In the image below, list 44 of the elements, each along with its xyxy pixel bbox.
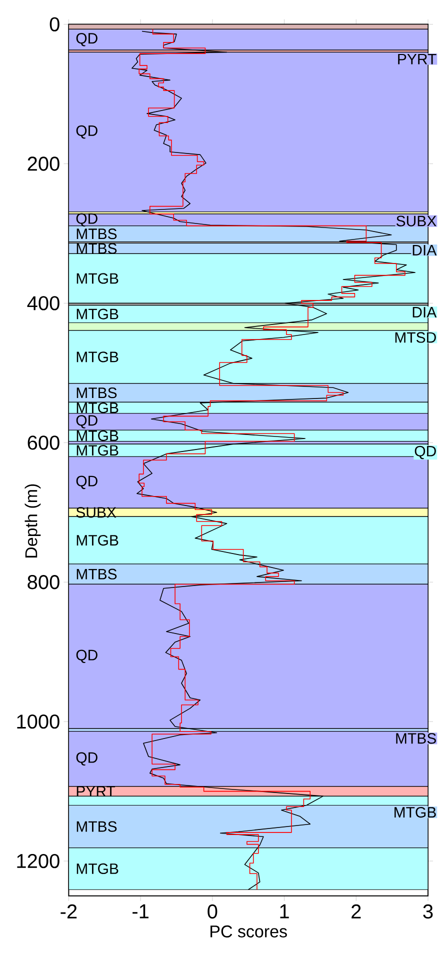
band-label: QD [76,476,98,490]
band-label: QD [76,650,98,664]
band-label: MTBS [76,228,117,240]
band-label: MTGB [76,534,118,546]
x-axis-title: PC scores [210,925,287,938]
band-label: MTGB [76,273,118,284]
band-label: DIA [412,307,437,318]
band-label: MTGB [76,402,118,414]
band-label: MTBS [76,243,117,254]
band-label: MTBS [396,733,436,744]
y-tick-label: 800 [28,575,60,590]
x-tick-label: 3 [423,904,433,919]
band-label: MTBS [76,568,117,580]
band-label: QD [76,125,98,139]
y-tick-label: 200 [28,156,60,171]
band-label: SUBX [396,216,436,226]
band-label: PYRT [76,786,116,796]
y-tick-label: 600 [28,436,60,450]
x-tick-label: -2 [60,904,77,918]
x-tick-label: 1 [280,904,289,918]
band-label: MTGB [76,430,118,442]
band-label: MTBS [76,821,117,832]
band-label: MTGB [76,308,118,320]
band-label: QD [76,213,98,227]
band-label: PYRT [398,54,436,64]
band-label: MTGB [76,352,118,362]
y-tick-label: 1200 [17,854,60,868]
x-tick-label: -1 [132,904,148,918]
band-label: MTSD [395,332,436,343]
y-tick-label: 0 [50,17,60,32]
x-tick-label: 0 [208,904,218,919]
y-tick-label: 400 [27,296,60,310]
band-label: DIA [412,245,437,256]
band-label: QD [76,32,98,46]
band-label: QD [76,752,98,766]
band-label: MTGB [76,863,118,874]
y-axis-title: Depth (m) [24,484,41,558]
band-label: MTGB [76,445,118,456]
x-tick-label: 2 [352,904,361,918]
band-label: QD [414,446,436,460]
band-label: MTGB [394,807,436,818]
band-label: MTBS [76,388,117,398]
band-label: QD [76,415,98,428]
y-tick-label: 1000 [17,714,60,729]
